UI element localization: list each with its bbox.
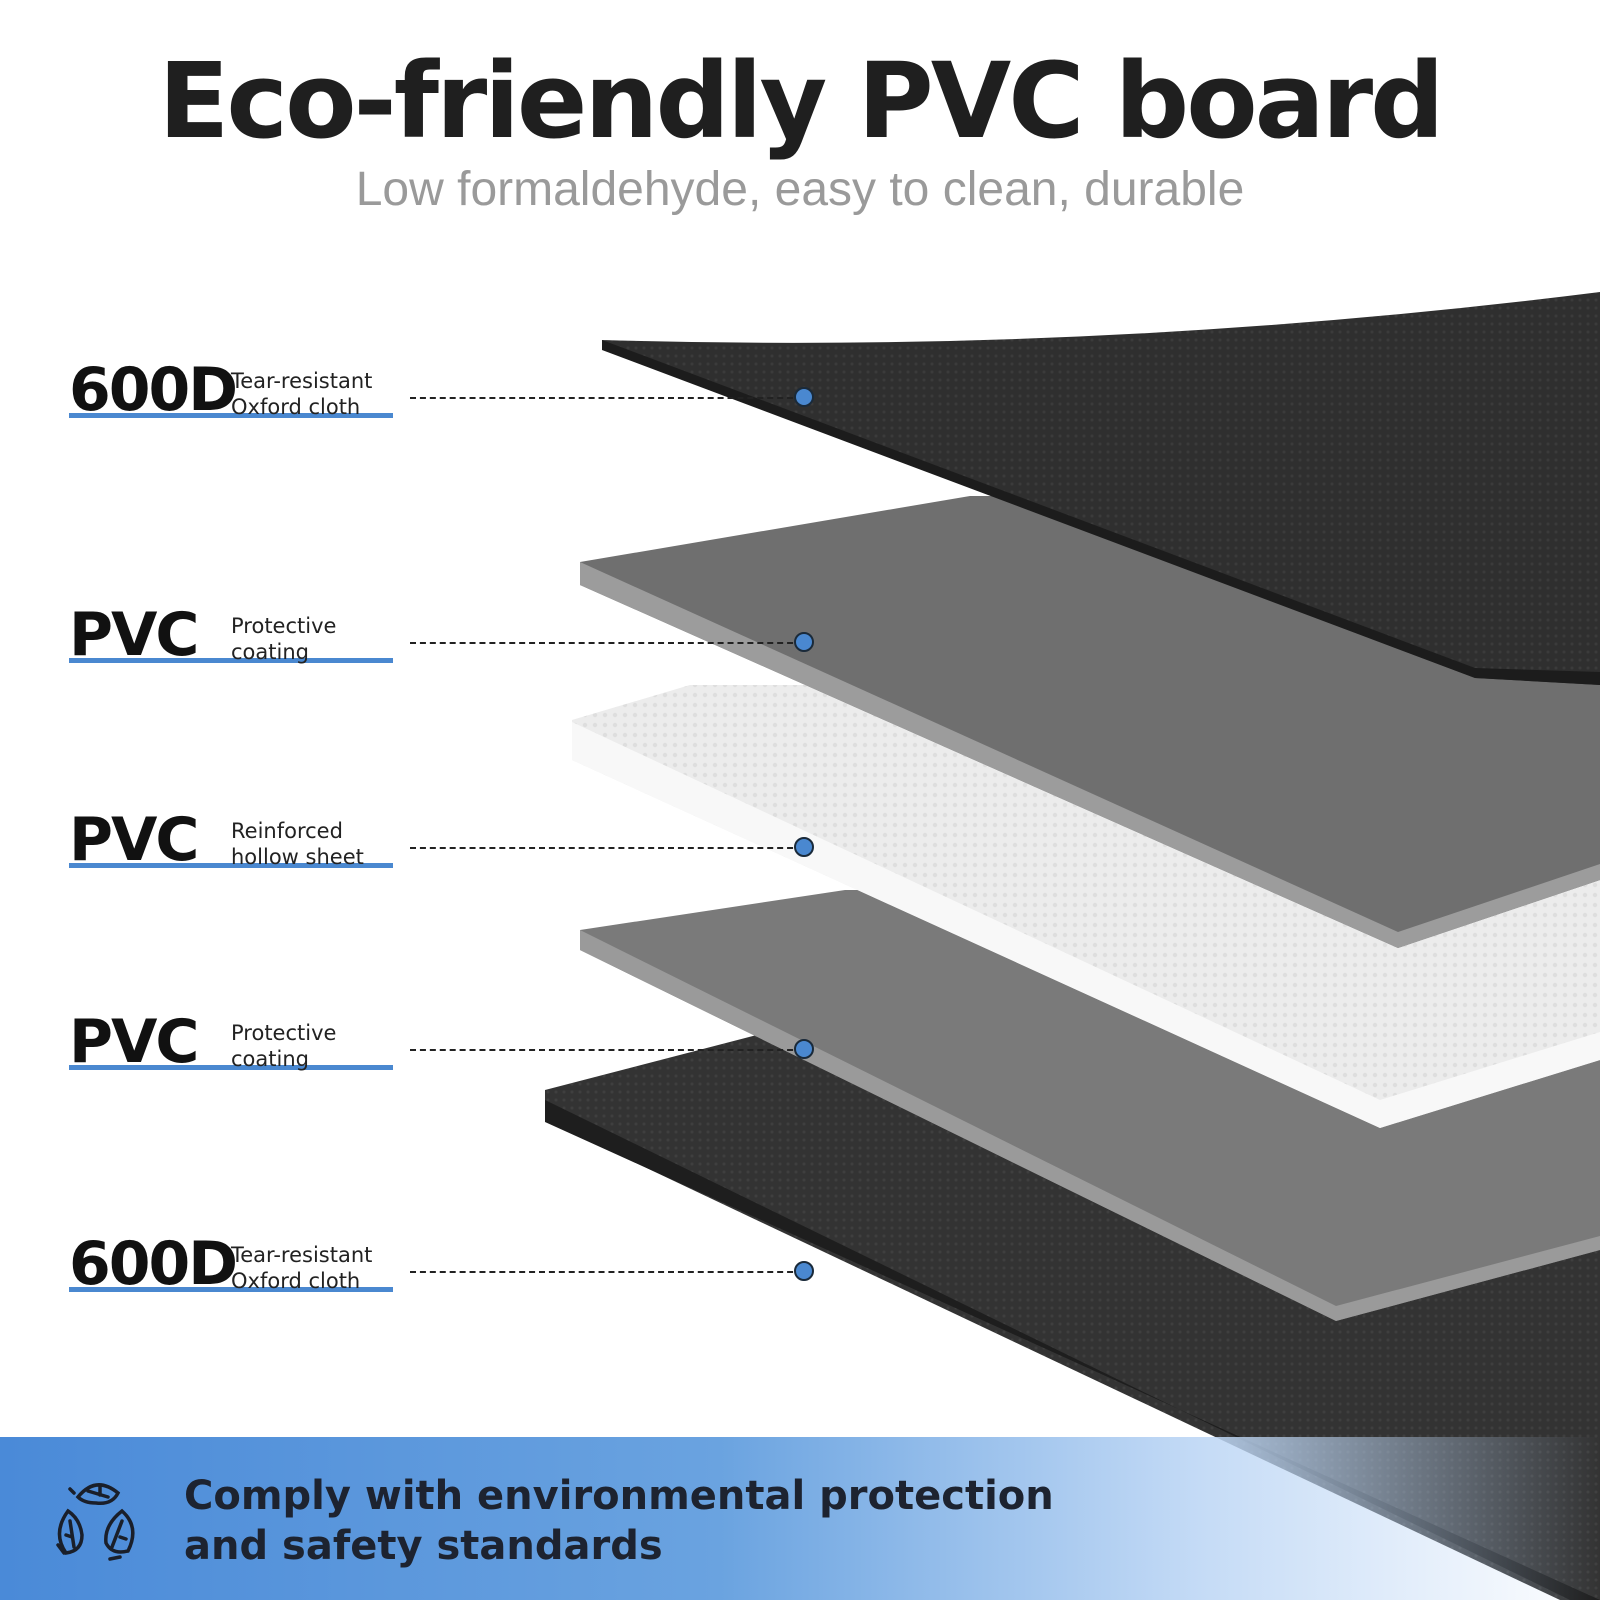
layer-label-4: PVC Protective coating — [69, 1002, 814, 1077]
callout-dot — [794, 1039, 814, 1059]
label-underline — [69, 1287, 393, 1292]
page-subtitle: Low formaldehyde, easy to clean, durable — [355, 163, 1245, 216]
leader-line — [410, 1049, 803, 1051]
compliance-text: Comply with environmental protection and… — [184, 1471, 1054, 1571]
label-underline — [69, 413, 393, 418]
label-underline — [69, 863, 393, 868]
description-line: Oxford cloth — [231, 1269, 361, 1293]
description-line: Tear-resistant — [231, 369, 373, 393]
callout-dot — [794, 837, 814, 857]
layer-description: Protective coating — [231, 1020, 336, 1072]
description-line: coating — [231, 1047, 309, 1071]
layer-description: Protective coating — [231, 613, 336, 665]
layer-description: Tear-resistant Oxford cloth — [231, 1242, 372, 1294]
description-line: Oxford cloth — [231, 395, 361, 419]
leader-line — [410, 847, 803, 849]
compliance-line: and safety standards — [184, 1523, 663, 1569]
page-title: Eco-friendly PVC board — [158, 40, 1444, 162]
layer-label-1: 600D Tear-resistant Oxford cloth — [69, 350, 814, 425]
layer-description: Tear-resistant Oxford cloth — [231, 368, 372, 420]
leader-line — [410, 397, 803, 399]
compliance-line: Comply with environmental protection — [184, 1473, 1054, 1519]
description-line: coating — [231, 640, 309, 664]
material-label: 600D — [69, 1229, 238, 1299]
leader-line — [410, 642, 803, 644]
layer-description: Reinforced hollow sheet — [231, 818, 364, 870]
material-label: PVC — [69, 600, 199, 670]
description-line: Protective — [231, 1021, 337, 1045]
layer-top-oxford — [602, 292, 1600, 685]
description-line: Reinforced — [231, 819, 343, 843]
layer-label-2: PVC Protective coating — [69, 595, 814, 670]
compliance-banner: Comply with environmental protection and… — [0, 1437, 1600, 1600]
material-label: 600D — [69, 355, 238, 425]
description-line: Tear-resistant — [231, 1243, 373, 1267]
recycle-leaves-icon — [56, 1483, 135, 1561]
callout-dot — [794, 632, 814, 652]
description-line: hollow sheet — [231, 845, 364, 869]
material-label: PVC — [69, 1007, 199, 1077]
label-underline — [69, 658, 393, 663]
leader-line — [410, 1271, 803, 1273]
layer-label-3: PVC Reinforced hollow sheet — [69, 800, 814, 875]
description-line: Protective — [231, 614, 337, 638]
material-label: PVC — [69, 805, 199, 875]
callout-dot — [794, 1261, 814, 1281]
layer-label-5: 600D Tear-resistant Oxford cloth — [69, 1224, 814, 1299]
label-underline — [69, 1065, 393, 1070]
callout-dot — [794, 387, 814, 407]
